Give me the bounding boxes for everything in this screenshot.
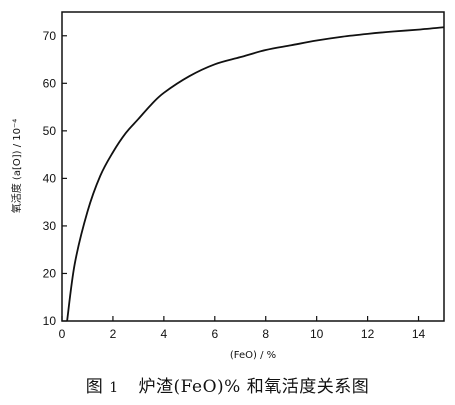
y-tick-label: 40 (43, 171, 57, 185)
y-tick-label: 20 (43, 266, 57, 280)
caption-fig-number: 1 (109, 380, 119, 396)
x-ticks: 0 2 4 6 8 10 12 14 (59, 316, 426, 341)
y-tick-label: 30 (43, 219, 57, 233)
x-tick-label: 12 (361, 327, 375, 341)
chart: 0 2 4 6 8 10 12 14 10 20 30 40 50 60 70 (FeO) / % 氧活度… (10, 11, 445, 361)
x-axis-label: (FeO) / % (230, 350, 276, 361)
x-tick-label: 8 (262, 327, 269, 341)
x-tick-label: 4 (161, 327, 168, 341)
caption-fig-label: 图 (85, 377, 104, 397)
x-tick-label: 6 (211, 327, 218, 341)
y-tick-label: 50 (43, 124, 57, 138)
x-tick-label: 14 (412, 327, 426, 341)
x-tick-label: 10 (310, 327, 324, 341)
x-tick-label: 0 (59, 327, 66, 341)
y-axis-label: 氧活度 (a[O]) / 10⁻⁴ (10, 119, 23, 214)
y-tick-label: 70 (43, 29, 57, 43)
caption-text: 炉渣(FeO)% 和氧活度关系图 (138, 377, 370, 397)
y-tick-label: 60 (43, 76, 57, 90)
y-tick-label: 10 (43, 314, 57, 328)
y-ticks: 10 20 30 40 50 60 70 (43, 29, 67, 328)
x-tick-label: 2 (110, 327, 117, 341)
series-line (66, 26, 445, 322)
plot-frame (61, 11, 445, 322)
figure-caption: 图 1 炉渣(FeO)% 和氧活度关系图 (0, 372, 455, 397)
